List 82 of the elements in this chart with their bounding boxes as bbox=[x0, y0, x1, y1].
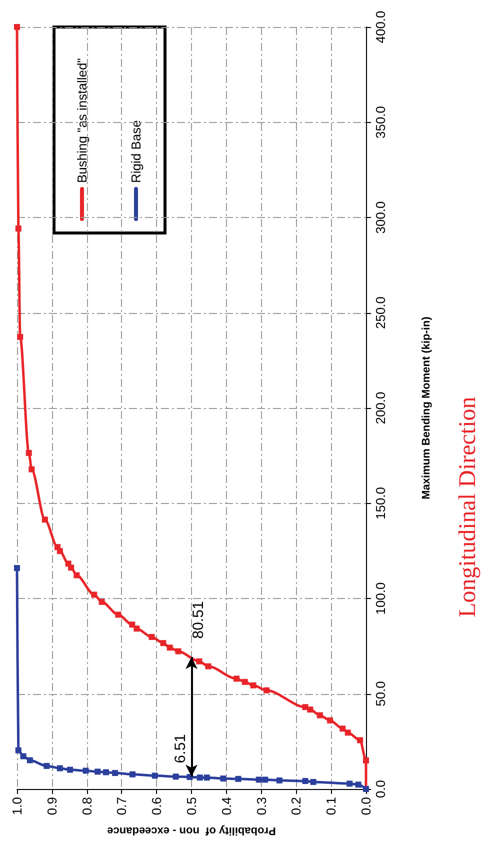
point bbox=[220, 776, 226, 782]
point bbox=[234, 676, 240, 682]
point bbox=[256, 776, 262, 783]
y-axis-title: Maximum Bending Moment (kip-in) bbox=[420, 316, 432, 500]
point bbox=[346, 780, 353, 787]
x-tick-label: 0.8 bbox=[79, 797, 94, 816]
x-tick-label: 0.5 bbox=[184, 797, 199, 816]
point bbox=[363, 757, 369, 764]
annotation: 80.51 bbox=[190, 601, 207, 639]
point bbox=[82, 768, 89, 774]
point bbox=[65, 560, 72, 567]
point bbox=[14, 24, 20, 30]
point bbox=[316, 712, 323, 718]
point bbox=[152, 772, 158, 779]
y-tick-label: 250.0 bbox=[373, 296, 388, 330]
point bbox=[67, 766, 74, 773]
point bbox=[17, 334, 24, 340]
point bbox=[310, 778, 316, 785]
point bbox=[98, 598, 105, 605]
point bbox=[344, 730, 351, 736]
point bbox=[264, 687, 270, 694]
y-tick-label: 200.0 bbox=[373, 392, 388, 424]
y-tick-label: 0.0 bbox=[373, 780, 388, 798]
x-tick-label: 0.7 bbox=[114, 797, 130, 816]
x-tick-label: 0.9 bbox=[44, 797, 60, 816]
point bbox=[134, 626, 140, 632]
x-tick-label: 0.2 bbox=[288, 797, 304, 816]
text: Rigid Base bbox=[128, 120, 144, 183]
x-tick-label: 0.6 bbox=[149, 797, 164, 816]
point bbox=[129, 622, 136, 628]
text: Longitudinal Direction bbox=[455, 396, 481, 618]
point bbox=[196, 774, 203, 781]
point bbox=[94, 768, 101, 775]
point bbox=[42, 516, 48, 523]
point bbox=[91, 592, 98, 598]
point bbox=[15, 226, 22, 232]
point bbox=[166, 644, 173, 651]
point bbox=[28, 466, 35, 472]
x-axis-title: Probability of non - exceedance bbox=[107, 824, 276, 836]
point bbox=[235, 776, 242, 782]
point bbox=[74, 572, 80, 578]
point bbox=[115, 612, 122, 618]
y-tick-label: 100.0 bbox=[373, 582, 388, 615]
point bbox=[54, 544, 60, 550]
point bbox=[15, 747, 22, 754]
point bbox=[205, 663, 212, 670]
point bbox=[242, 678, 248, 685]
point bbox=[262, 776, 268, 783]
point bbox=[14, 565, 20, 572]
point bbox=[276, 777, 282, 784]
point bbox=[196, 658, 202, 664]
y-tick-label: 50.0 bbox=[373, 681, 388, 706]
point bbox=[172, 774, 179, 780]
point bbox=[302, 704, 308, 710]
annotation: 6.51 bbox=[172, 734, 189, 764]
point bbox=[102, 769, 109, 776]
point bbox=[327, 717, 334, 724]
x-tick-label: 1.0 bbox=[10, 797, 24, 816]
point bbox=[44, 762, 50, 769]
point bbox=[355, 782, 362, 788]
point bbox=[148, 634, 155, 640]
point bbox=[204, 774, 210, 781]
point bbox=[302, 778, 308, 784]
point bbox=[340, 726, 346, 732]
x-tick-label: 0.3 bbox=[254, 797, 269, 816]
point bbox=[130, 771, 136, 778]
point bbox=[175, 648, 182, 654]
y-tick-label: 300.0 bbox=[373, 201, 388, 234]
point bbox=[26, 757, 33, 764]
x-tick-label: 0.0 bbox=[358, 797, 374, 816]
x-tick-label: 0.1 bbox=[324, 797, 339, 816]
point bbox=[250, 682, 256, 688]
y-tick-label: 400.0 bbox=[373, 10, 388, 44]
point bbox=[112, 770, 118, 776]
point bbox=[20, 753, 26, 760]
point bbox=[26, 450, 32, 456]
y-tick-label: 150.0 bbox=[373, 486, 388, 520]
point bbox=[160, 640, 166, 646]
point bbox=[56, 765, 63, 772]
y-tick-label: 350.0 bbox=[373, 106, 388, 139]
x-tick-label: 0.4 bbox=[218, 797, 234, 816]
point bbox=[357, 737, 364, 744]
